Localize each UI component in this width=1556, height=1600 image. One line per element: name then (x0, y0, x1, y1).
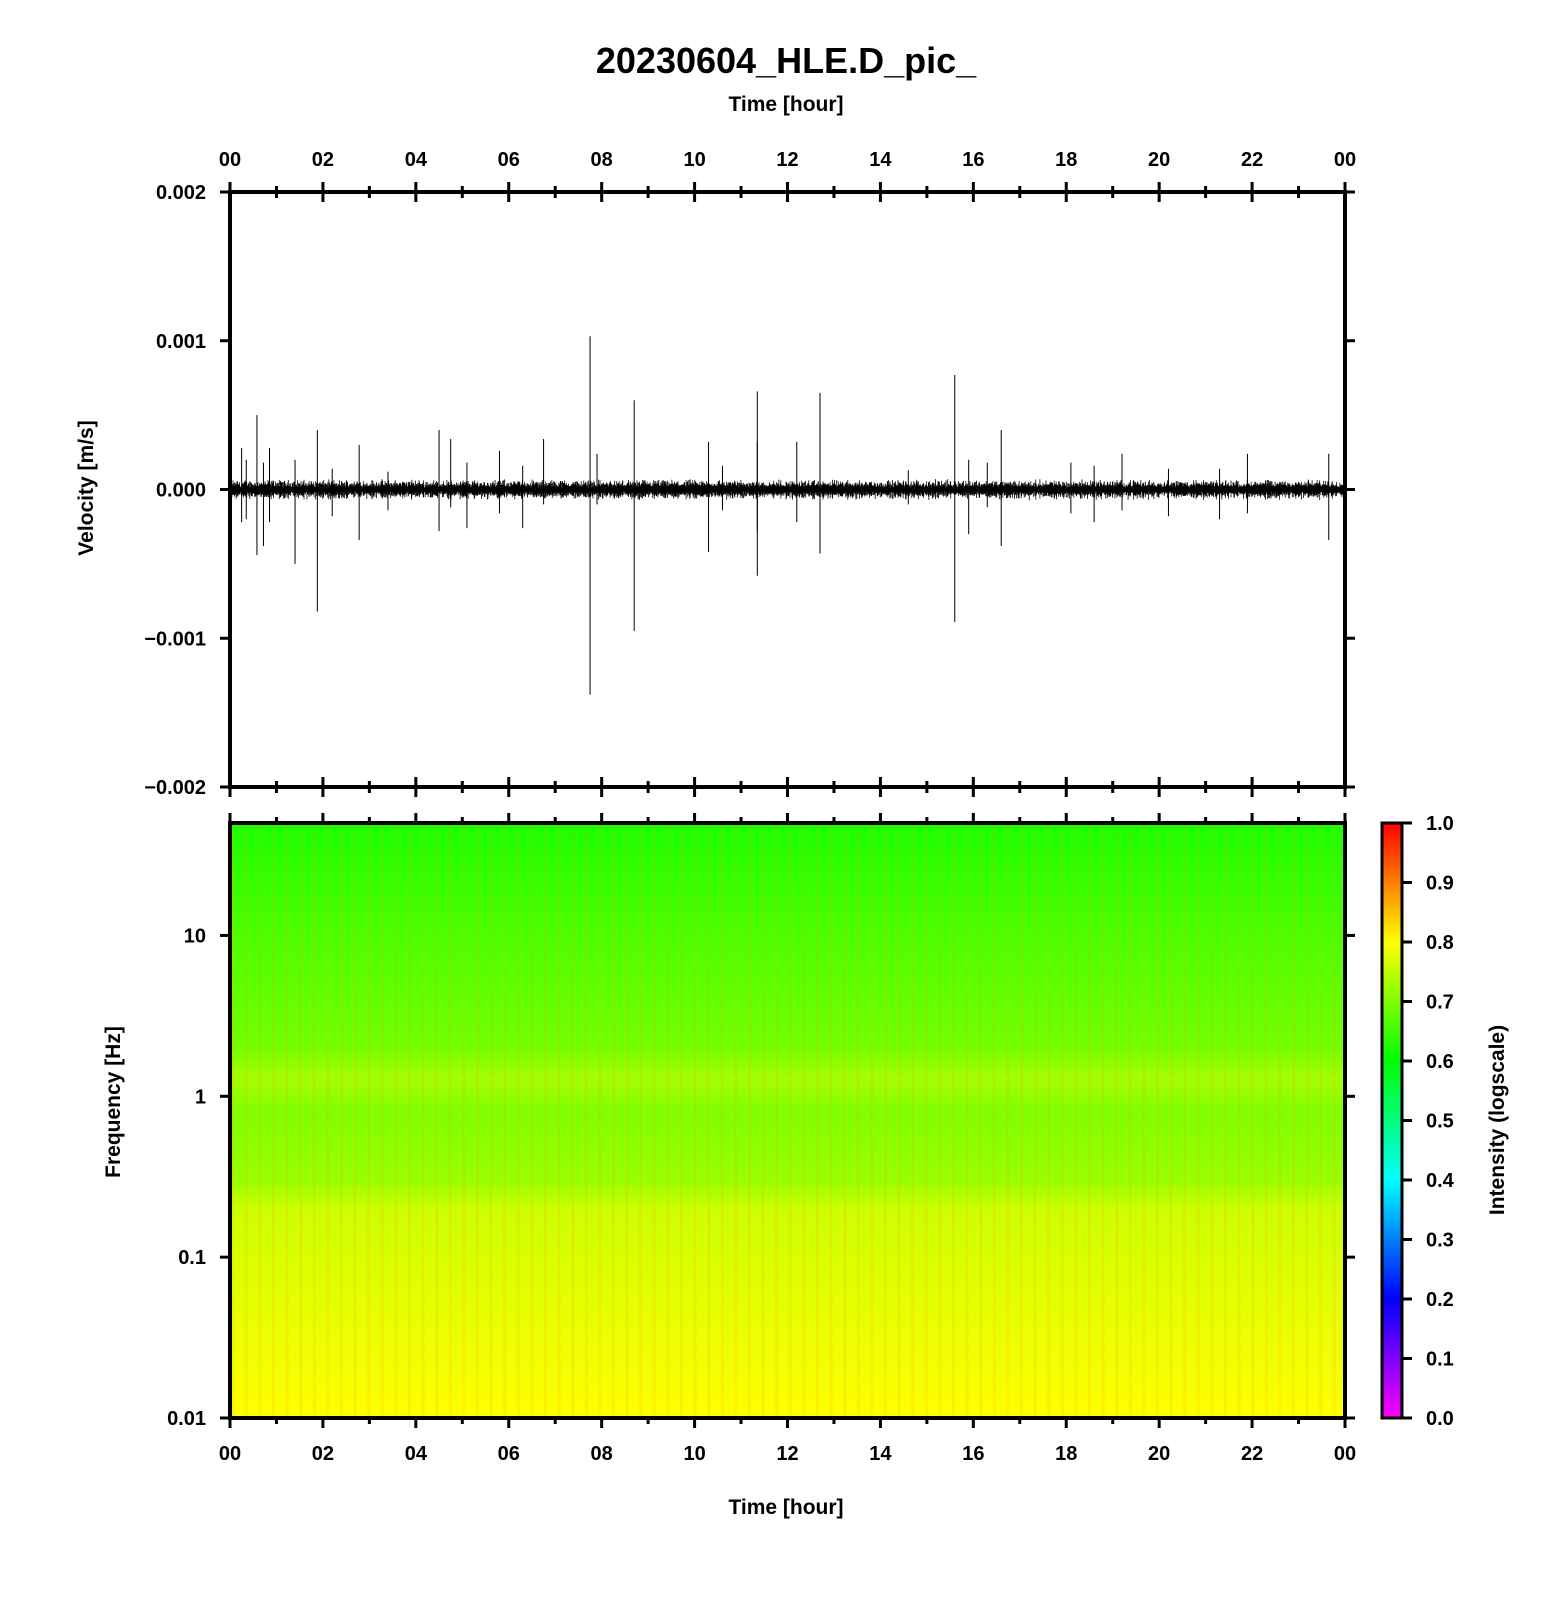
waveform-panel: 00 02 04 06 08 10 12 14 16 18 20 22 00 0.0020.0010.0… (75, 149, 1356, 799)
spectrogram-ylabel: Frequency [Hz] (102, 1026, 125, 1178)
x-tick-label: 20 (1148, 149, 1170, 171)
x-tick-label: 08 (591, 149, 613, 171)
x-tick-label: 00 (1334, 149, 1356, 171)
x-tick-label: 14 (869, 149, 892, 171)
colorbar-ticks: 0.0 0.1 0.2 0.3 0.4 0.5 0.6 0.7 0.8 0.9 1.0 (1402, 813, 1455, 1430)
y-tick-label: −0.001 (144, 628, 206, 650)
x-tick-label: 08 (591, 1443, 613, 1465)
colorbar-tick-label: 0.2 (1426, 1289, 1454, 1311)
x-tick-label: 18 (1055, 1443, 1077, 1465)
colorbar-tick-label: 0.6 (1426, 1051, 1454, 1073)
colorbar-tick-label: 0.3 (1426, 1230, 1454, 1252)
x-tick-label: 00 (219, 149, 241, 171)
colorbar-tick-label: 0.0 (1426, 1408, 1454, 1430)
colorbar-tick-label: 0.1 (1426, 1349, 1454, 1371)
x-tick-label: 16 (962, 149, 984, 171)
spectrogram-x-ticks: 00 02 04 06 08 10 12 14 16 18 20 22 00 (219, 813, 1356, 1465)
colorbar: 0.0 0.1 0.2 0.3 0.4 0.5 0.6 0.7 0.8 0.9 1.0 Intens… (1380, 813, 1509, 1430)
x-tick-label: 10 (683, 149, 705, 171)
x-tick-label: 10 (683, 1443, 705, 1465)
x-tick-label: 20 (1148, 1443, 1170, 1465)
x-tick-label: 00 (219, 1443, 241, 1465)
waveform-top-x-ticks: 00 02 04 06 08 10 12 14 16 18 20 22 00 (219, 149, 1356, 797)
x-tick-label: 04 (405, 1443, 428, 1465)
x-tick-label: 12 (776, 149, 798, 171)
colorbar-tick-label: 0.4 (1426, 1170, 1455, 1192)
colorbar-label: Intensity (logscale) (1486, 1025, 1509, 1215)
x-tick-label: 06 (498, 1443, 520, 1465)
x-tick-label: 06 (498, 149, 520, 171)
y-tick-label: 0.002 (156, 182, 206, 204)
spectrogram-panel: 00 02 04 06 08 10 12 14 16 18 20 22 00 10 1 0.1 0.01 Fr… (102, 813, 1356, 1519)
waveform-top-xlabel: Time [hour] (728, 93, 843, 116)
y-tick-label: 0.001 (156, 331, 206, 353)
x-tick-label: 00 (1334, 1443, 1356, 1465)
x-tick-label: 14 (869, 1443, 892, 1465)
x-tick-label: 22 (1241, 149, 1263, 171)
waveform-y-ticks: 0.002 0.001 0.000 −0.001 −0.002 (144, 182, 1355, 799)
x-tick-label: 18 (1055, 149, 1077, 171)
y-tick-label: 0.01 (167, 1408, 206, 1430)
spectrogram-xlabel: Time [hour] (728, 1496, 843, 1519)
x-tick-label: 16 (962, 1443, 984, 1465)
y-tick-label: 0.1 (178, 1247, 206, 1269)
colorbar-gradient (1380, 821, 1404, 1420)
spectrogram-y-ticks: 10 1 0.1 0.01 (167, 925, 1355, 1430)
colorbar-tick-label: 1.0 (1426, 813, 1454, 835)
colorbar-tick-label: 0.7 (1426, 992, 1454, 1014)
y-tick-label: 1 (195, 1086, 206, 1108)
waveform-ylabel: Velocity [m/s] (75, 420, 98, 555)
y-tick-label: 0.000 (156, 480, 206, 502)
colorbar-tick-label: 0.5 (1426, 1111, 1454, 1133)
figure-title: 20230604_HLE.D_pic_ (596, 40, 977, 81)
colorbar-tick-label: 0.8 (1426, 932, 1454, 954)
y-tick-label: 10 (184, 925, 206, 947)
x-tick-label: 04 (405, 149, 428, 171)
y-tick-label: −0.002 (144, 777, 206, 799)
waveform-trace (229, 336, 1346, 695)
spectrogram-stripes (230, 823, 1345, 1418)
x-tick-label: 22 (1241, 1443, 1263, 1465)
x-tick-label: 12 (776, 1443, 798, 1465)
colorbar-tick-label: 0.9 (1426, 873, 1454, 895)
x-tick-label: 02 (312, 1443, 334, 1465)
x-tick-label: 02 (312, 149, 334, 171)
